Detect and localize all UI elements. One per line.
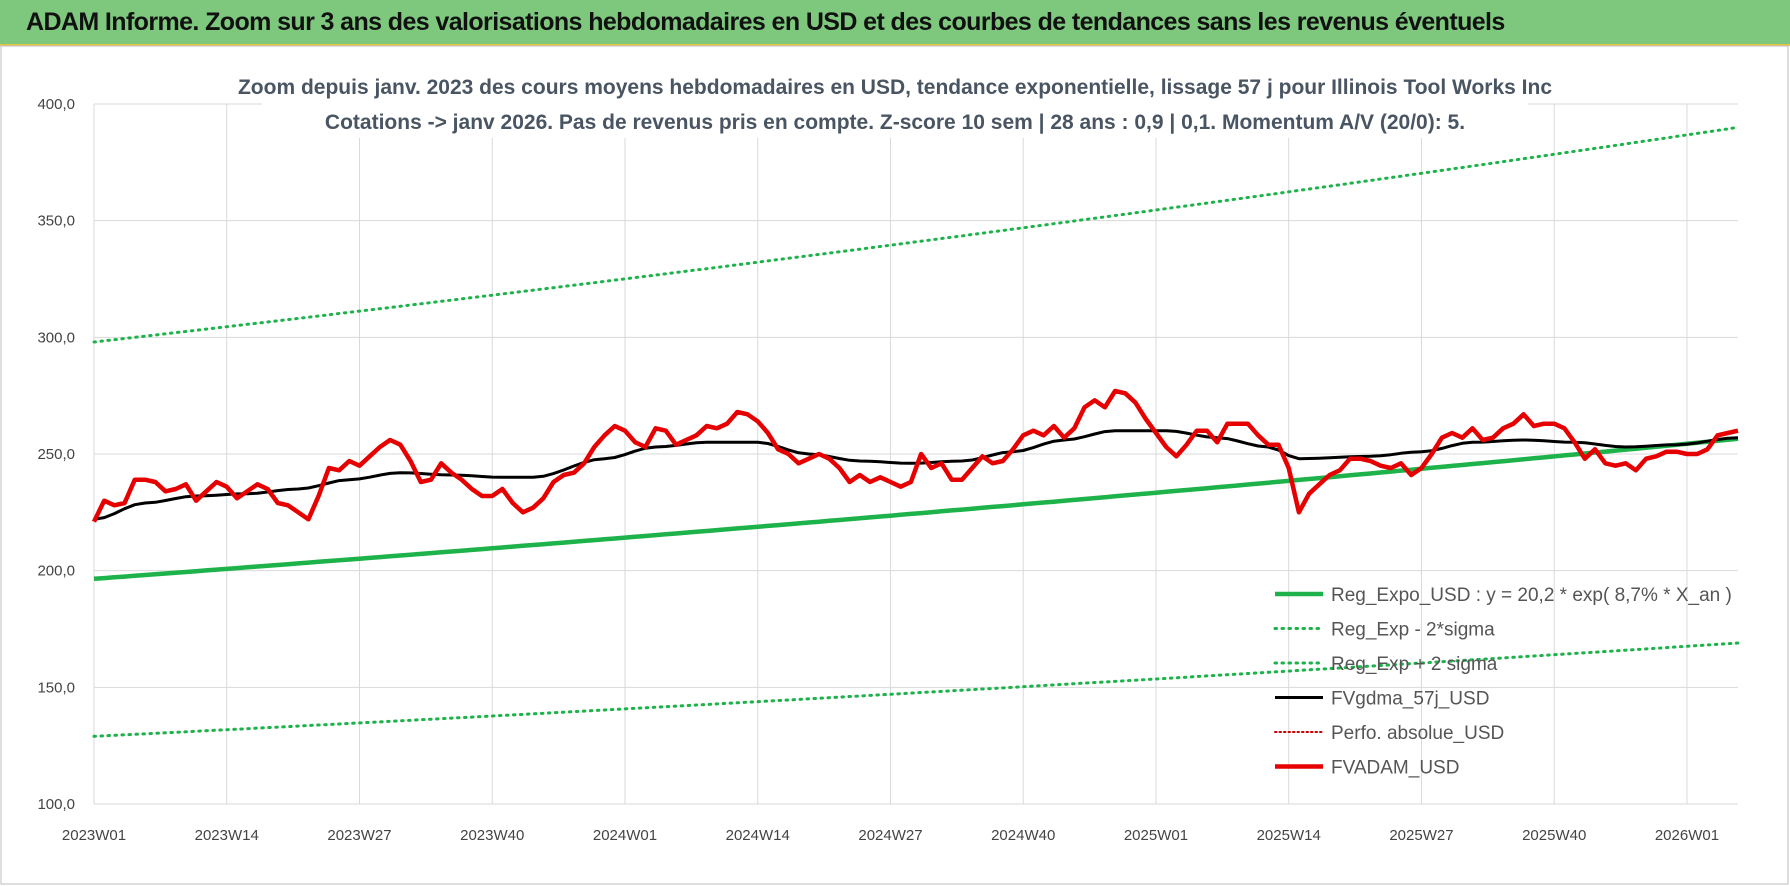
x-tick-label: 2024W14 [726, 827, 790, 844]
x-tick-label: 2023W27 [327, 827, 391, 844]
series-layer [91, 125, 1740, 738]
series-reg-expo-line [93, 436, 1739, 582]
chart-titles: Zoom depuis janv. 2023 des cours moyens … [238, 68, 1552, 138]
series-reg-exp-minus-2sigma-line [92, 641, 1740, 738]
legend-label-reg-expo: Reg_Expo_USD : y = 20,2 * exp( 8,7% * X_… [1331, 585, 1732, 606]
x-tick-label: 2024W01 [593, 827, 657, 844]
series-fvgdma-57j-line [93, 429, 1739, 521]
x-tick-label: 2023W01 [62, 827, 126, 844]
series-reg-exp-plus-2sigma-line [92, 125, 1740, 344]
axes: 100,0 150,0 200,0 250,0 300,0 350,0 400,0 2023W… [37, 96, 1719, 844]
y-tick-label: 150,0 [37, 679, 75, 696]
x-tick-label: 2023W40 [460, 827, 524, 844]
x-tick-label: 2025W14 [1257, 827, 1321, 844]
y-tick-label: 200,0 [37, 563, 75, 580]
title-backdrop [262, 68, 1528, 138]
legend-label-fvadam: FVADAM_USD [1331, 758, 1459, 779]
x-tick-label: 2024W27 [858, 827, 922, 844]
y-tick-label: 400,0 [37, 96, 75, 113]
chart-subtitle: Cotations -> janv 2026. Pas de revenus p… [325, 111, 1465, 134]
x-tick-label: 2026W01 [1655, 827, 1719, 844]
chart-border [0, 45, 1789, 885]
legend-label-reg-exp-minus-2sigma: Reg_Exp - 2*sigma [1331, 620, 1495, 641]
report-banner-title: ADAM Informe. Zoom sur 3 ans des valoris… [26, 8, 1505, 36]
y-tick-label: 250,0 [37, 446, 75, 463]
legend-label-reg-exp-plus-2sigma: Reg_Exp + 2 sigma [1331, 654, 1498, 675]
chart-title: Zoom depuis janv. 2023 des cours moyens … [238, 76, 1552, 99]
legend-label-fvgdma-57j: FVgdma_57j_USD [1331, 689, 1489, 710]
report-banner: ADAM Informe. Zoom sur 3 ans des valoris… [0, 0, 1790, 46]
series-fvadam-line [91, 388, 1739, 523]
x-tick-label: 2025W40 [1522, 827, 1586, 844]
y-tick-label: 350,0 [37, 213, 75, 230]
x-tick-label: 2025W01 [1124, 827, 1188, 844]
y-tick-label: 100,0 [37, 796, 75, 813]
gridlines [93, 103, 1738, 805]
legend-label-perfo-absolue: Perfo. absolue_USD [1331, 723, 1504, 744]
legend: Reg_Expo_USD : y = 20,2 * exp( 8,7% * X_… [1273, 585, 1732, 779]
y-tick-label: 300,0 [37, 329, 75, 346]
x-tick-label: 2025W27 [1389, 827, 1453, 844]
x-tick-label: 2024W40 [991, 827, 1055, 844]
x-tick-label: 2023W14 [195, 827, 259, 844]
